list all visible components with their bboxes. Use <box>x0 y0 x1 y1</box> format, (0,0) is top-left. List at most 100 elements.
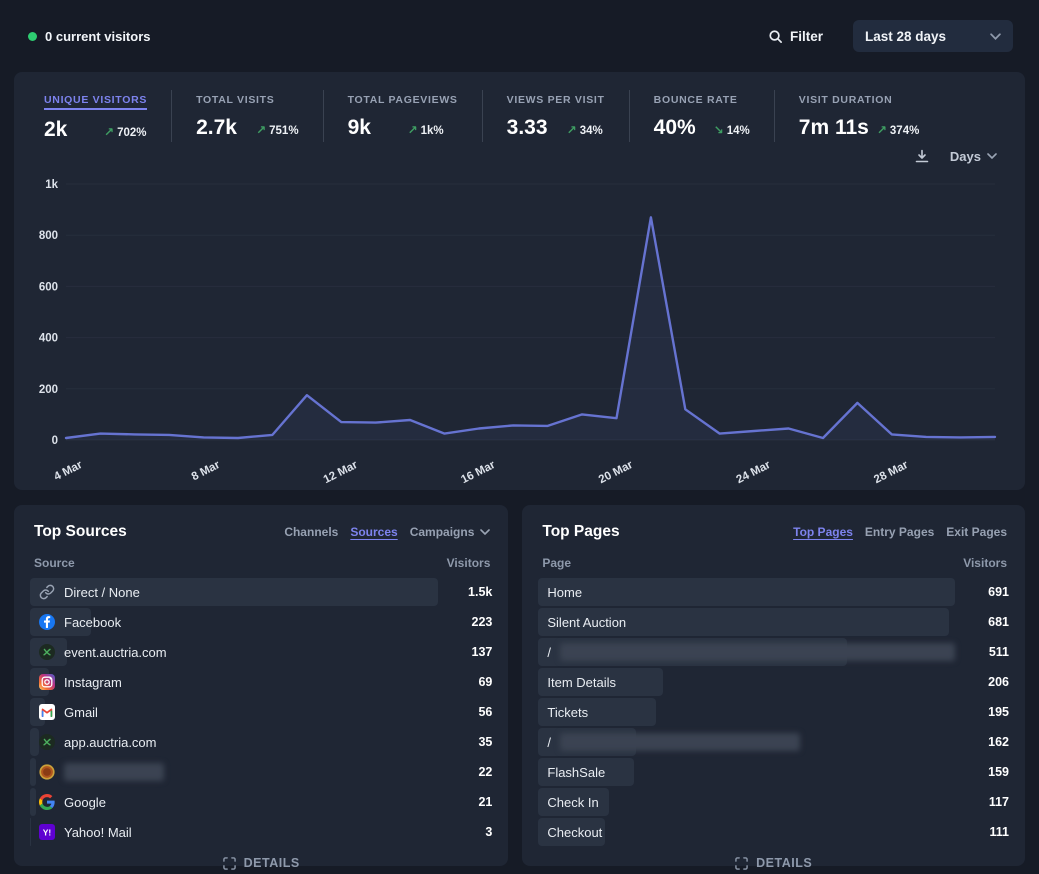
stat-value: 9k <box>347 116 371 139</box>
row-label-group: FlashSale <box>538 765 605 780</box>
expand-icon <box>222 856 236 870</box>
source-row-facebook[interactable]: Facebook 223 <box>30 607 492 637</box>
row-label: Facebook <box>64 614 122 630</box>
date-range-select[interactable]: Last 28 days <box>853 20 1013 52</box>
value-bar-area: event.auctria.com <box>30 638 438 666</box>
y-axis-tick-label: 400 <box>39 333 58 345</box>
chevron-down-icon <box>990 32 1001 40</box>
x-axis-tick-label: 4 Mar <box>52 459 85 484</box>
page-row-flashsale[interactable]: FlashSale 159 <box>538 757 1009 787</box>
page-row-check-in[interactable]: Check In 117 <box>538 787 1009 817</box>
row-visitors-value: 223 <box>471 615 493 629</box>
yahoo-icon: Y! <box>39 824 55 840</box>
source-row-app-auctria-com[interactable]: app.auctria.com 35 <box>30 727 492 757</box>
stat-bounce-rate[interactable]: BOUNCE RATE 40% ↘ 14% <box>654 90 775 142</box>
source-row-google[interactable]: Google 21 <box>30 787 492 817</box>
x-axis-tick-label: 8 Mar <box>190 459 223 484</box>
value-bar-area: Direct / None <box>30 578 439 606</box>
page-row-redacted[interactable]: / 162 <box>538 727 1009 757</box>
sources-tab-campaigns[interactable]: Campaigns <box>409 525 475 539</box>
source-row-direct-none[interactable]: Direct / None 1.5k <box>30 577 492 607</box>
topbar-actions: Filter Last 28 days <box>762 20 1013 52</box>
download-button[interactable] <box>912 146 932 166</box>
stat-label: TOTAL VISITS <box>196 94 275 106</box>
value-bar-area: Tickets <box>538 698 955 726</box>
source-row-redacted[interactable]: 22 <box>30 757 492 787</box>
row-visitors-value: 137 <box>471 645 493 659</box>
interval-label: Days <box>949 148 981 164</box>
visitors-chart[interactable]: 0 200 400 600 800 1k 4 Mar 8 Mar 12 Mar 16 Mar 20 … <box>30 170 1009 488</box>
source-row-event-auctria-com[interactable]: event.auctria.com 137 <box>30 637 492 667</box>
value-bar-area <box>30 758 438 786</box>
row-label: FlashSale <box>547 764 606 780</box>
row-label: / <box>547 644 551 660</box>
x-axis-tick-label: 24 Mar <box>735 459 773 486</box>
date-range-value: Last 28 days <box>865 28 947 44</box>
row-label: event.auctria.com <box>64 644 167 660</box>
sources-tab-channels[interactable]: Channels <box>284 525 339 539</box>
value-bar <box>538 608 950 636</box>
stat-label: VISIT DURATION <box>798 94 893 106</box>
row-label-group: event.auctria.com <box>30 644 167 660</box>
stat-visit-duration[interactable]: VISIT DURATION 7m 11s ↗ 374% <box>799 90 944 142</box>
row-visitors-value: 56 <box>478 705 493 719</box>
sources-details-button[interactable]: DETAILS <box>217 855 306 871</box>
stats-row: UNIQUE VISITORS 2k ↗ 702% TOTAL VISITS 2.7k ↗ 7… <box>30 86 1009 142</box>
redacted-label <box>64 763 164 781</box>
page-row-item-details[interactable]: Item Details 206 <box>538 667 1009 697</box>
pages-details-button[interactable]: DETAILS <box>729 855 818 871</box>
y-axis-tick-label: 1k <box>45 179 58 191</box>
row-visitors-value: 681 <box>988 615 1009 629</box>
row-label: Yahoo! Mail <box>64 824 132 840</box>
pages-tab-top-pages[interactable]: Top Pages <box>793 525 853 539</box>
visitors-line-chart: 0 200 400 600 800 1k 4 Mar 8 Mar 12 Mar 16 Mar 20 … <box>39 179 997 486</box>
trend-up-icon: ↗ <box>876 123 887 137</box>
pages-tab-exit-pages[interactable]: Exit Pages <box>946 525 1007 539</box>
stat-values: 3.33 ↗ 34% <box>507 116 605 140</box>
source-row-yahoo-mail[interactable]: Y! Yahoo! Mail 3 <box>30 817 492 847</box>
page-row-checkout[interactable]: Checkout 111 <box>538 817 1009 847</box>
chevron-down-icon <box>480 529 491 535</box>
pages-tab-entry-pages[interactable]: Entry Pages <box>864 525 935 539</box>
page-row-redacted[interactable]: / 511 <box>538 637 1009 667</box>
row-label: Silent Auction <box>547 614 627 630</box>
page-row-silent-auction[interactable]: Silent Auction 681 <box>538 607 1009 637</box>
orange-favicon-icon <box>39 764 55 780</box>
source-row-instagram[interactable]: Instagram 69 <box>30 667 492 697</box>
stat-views-per-visit[interactable]: VIEWS PER VISIT 3.33 ↗ 34% <box>507 90 630 142</box>
value-bar <box>30 728 40 756</box>
chart-area-fill <box>66 217 995 440</box>
top-sources-title: Top Sources <box>34 523 127 540</box>
source-column-label: Source <box>34 556 75 570</box>
interval-select[interactable]: Days <box>948 147 999 166</box>
stat-total-pageviews[interactable]: TOTAL PAGEVIEWS 9k ↗ 1k% <box>348 90 483 142</box>
trend-up-icon: ↗ <box>256 123 267 137</box>
row-label: Home <box>547 584 583 600</box>
sources-tab-sources[interactable]: Sources <box>350 525 398 539</box>
page-row-tickets[interactable]: Tickets 195 <box>538 697 1009 727</box>
stat-total-visits[interactable]: TOTAL VISITS 2.7k ↗ 751% <box>196 90 324 142</box>
filter-button[interactable]: Filter <box>762 25 829 48</box>
row-label-group: Direct / None <box>30 584 140 600</box>
row-visitors-value: 69 <box>478 675 493 689</box>
stat-unique-visitors[interactable]: UNIQUE VISITORS 2k ↗ 702% <box>44 90 173 142</box>
stat-value: 3.33 <box>506 116 548 139</box>
overview-panel: UNIQUE VISITORS 2k ↗ 702% TOTAL VISITS 2.7k ↗ 7… <box>14 72 1025 490</box>
redacted-label <box>560 643 955 661</box>
stat-change: ↘ 14% <box>713 123 750 137</box>
page-row-home[interactable]: Home 691 <box>538 577 1009 607</box>
stat-value: 7m 11s <box>798 116 869 139</box>
value-bar <box>30 788 36 816</box>
row-label-group: app.auctria.com <box>30 734 157 750</box>
row-label: Check In <box>547 794 599 810</box>
row-label-group: Google <box>30 794 106 810</box>
row-label: Direct / None <box>64 584 140 600</box>
sources-tabs: Channels Sources Campaigns <box>284 525 491 539</box>
source-row-gmail[interactable]: Gmail 56 <box>30 697 492 727</box>
page-column-label: Page <box>542 556 572 570</box>
value-bar-area: FlashSale <box>538 758 955 786</box>
row-visitors-value: 159 <box>988 765 1009 779</box>
stat-label: VIEWS PER VISIT <box>506 94 605 106</box>
pages-details-label: DETAILS <box>756 856 813 870</box>
stat-change: ↗ 751% <box>256 123 299 137</box>
